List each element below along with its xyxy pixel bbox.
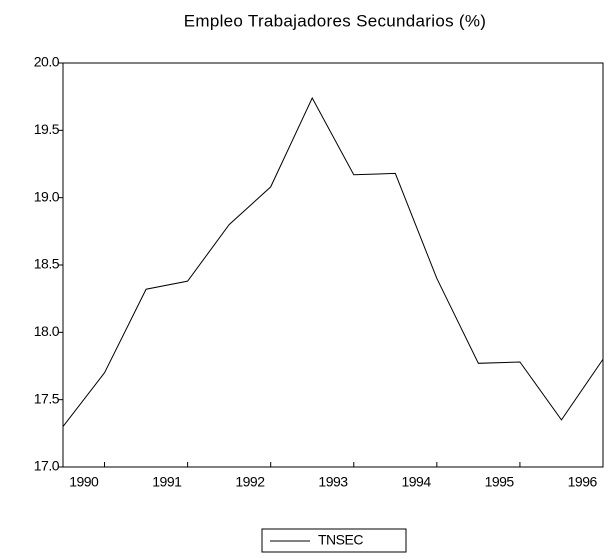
x-tick-label: 1995 xyxy=(485,474,515,490)
plot-frame xyxy=(62,62,604,468)
data-line xyxy=(62,96,604,427)
x-tick-label: 1996 xyxy=(568,474,598,490)
y-tick-label: 20.0 xyxy=(34,54,60,70)
legend-box xyxy=(261,528,407,553)
legend-label: TNSEC xyxy=(318,532,363,548)
x-tick-label: 1993 xyxy=(318,474,348,490)
x-tick-label: 1990 xyxy=(69,474,99,490)
y-tick-label: 17.0 xyxy=(34,458,60,474)
y-tick-label: 18.5 xyxy=(34,256,60,272)
y-tick-label: 19.5 xyxy=(34,121,60,137)
y-tick-label: 17.5 xyxy=(34,390,60,406)
chart-title: Empleo Trabajadores Secundarios (%) xyxy=(184,11,486,30)
x-tick-label: 1992 xyxy=(235,474,265,490)
y-tick-label: 19.0 xyxy=(34,188,60,204)
x-tick-label: 1994 xyxy=(401,474,431,490)
x-tick-label: 1991 xyxy=(152,474,182,490)
y-tick-label: 18.0 xyxy=(34,323,60,339)
